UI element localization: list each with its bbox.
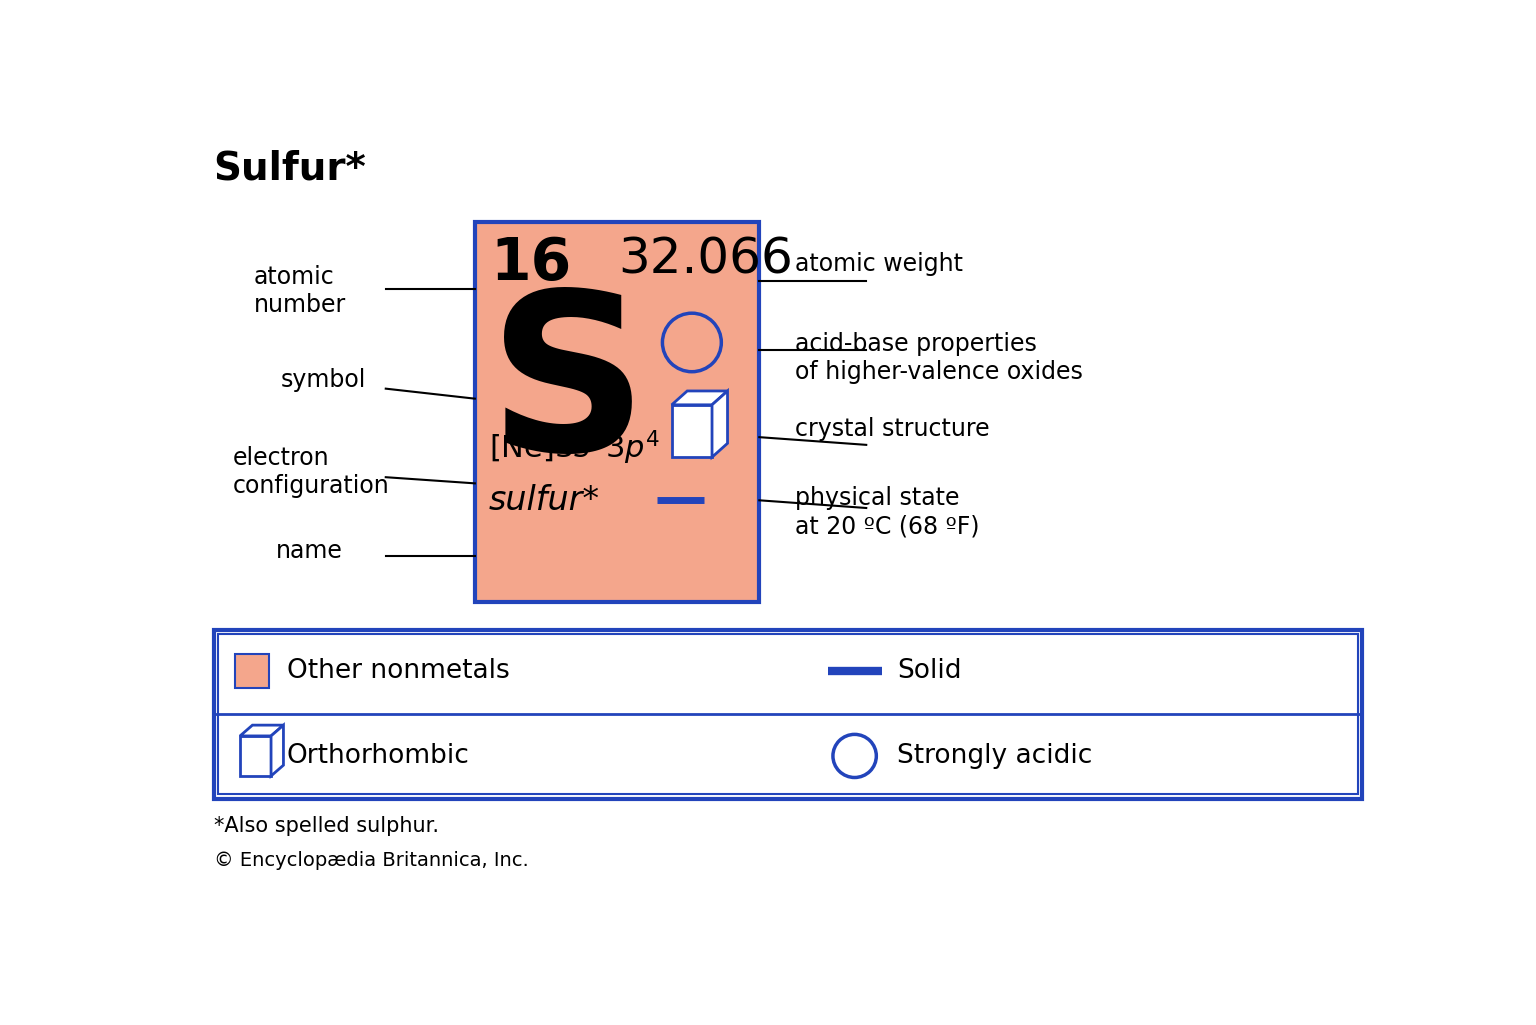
Text: © Encyclopædia Britannica, Inc.: © Encyclopædia Britannica, Inc. <box>214 851 528 869</box>
Text: atomic
number: atomic number <box>253 265 346 318</box>
Text: sulfur*: sulfur* <box>488 484 601 518</box>
Bar <box>240 736 270 776</box>
Text: [Ne]3$s^{2}$3$p^{4}$: [Ne]3$s^{2}$3$p^{4}$ <box>488 428 660 467</box>
Text: Orthorhombic: Orthorhombic <box>287 743 470 769</box>
Bar <box>235 654 269 688</box>
Bar <box>218 634 1358 794</box>
Text: Solid: Solid <box>897 658 962 685</box>
Text: 16: 16 <box>490 236 571 292</box>
Polygon shape <box>713 391 728 457</box>
Text: physical state
at 20 ºC (68 ºF): physical state at 20 ºC (68 ºF) <box>796 487 980 538</box>
Polygon shape <box>671 391 728 405</box>
Text: Sulfur*: Sulfur* <box>214 150 367 188</box>
Text: Strongly acidic: Strongly acidic <box>897 743 1092 769</box>
Text: name: name <box>275 539 343 563</box>
Text: 32.066: 32.066 <box>619 236 793 284</box>
Text: Other nonmetals: Other nonmetals <box>287 658 510 685</box>
Text: electron
configuration: electron configuration <box>232 447 389 498</box>
Ellipse shape <box>833 734 877 778</box>
Polygon shape <box>240 725 284 736</box>
Text: atomic weight: atomic weight <box>796 252 963 277</box>
Text: crystal structure: crystal structure <box>796 417 989 441</box>
Bar <box>671 405 713 457</box>
Bar <box>475 221 759 602</box>
Text: symbol: symbol <box>281 368 367 392</box>
Text: S: S <box>488 283 648 497</box>
Text: *Also spelled sulphur.: *Also spelled sulphur. <box>214 816 439 836</box>
Polygon shape <box>270 725 284 776</box>
Bar <box>214 629 1362 800</box>
Text: acid-base properties
of higher-valence oxides: acid-base properties of higher-valence o… <box>796 332 1083 384</box>
